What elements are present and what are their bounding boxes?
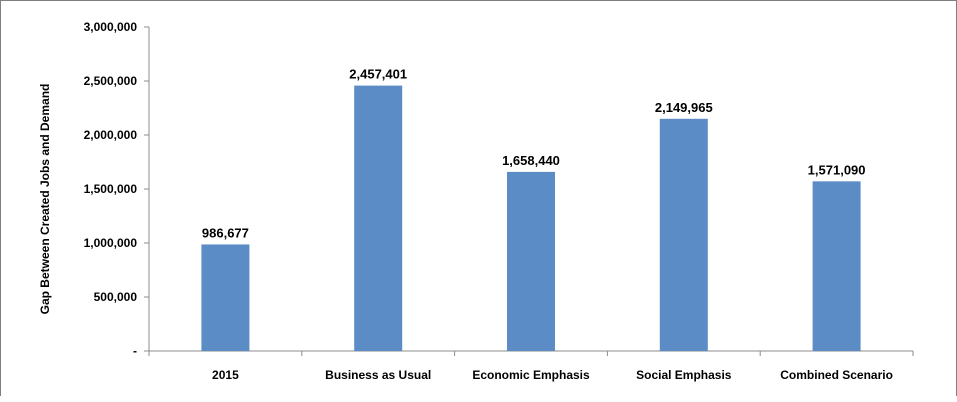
y-tick-label: 2,500,000 — [84, 74, 138, 88]
category-labels: 2015 Business as Usual Economic Emphasis So… — [212, 368, 893, 382]
y-axis-title-group: Gap Between Created Jobs and Demand — [38, 84, 52, 315]
data-label: 2,457,401 — [349, 67, 407, 82]
category-label: 2015 — [212, 368, 239, 382]
y-tick-label: 500,000 — [94, 290, 138, 304]
y-tick-label: 2,000,000 — [84, 128, 138, 142]
bar — [201, 244, 250, 351]
y-axis-ticks: - 500,000 1,000,000 1,500,000 2,000,000 2,500… — [84, 20, 149, 358]
bars — [201, 85, 861, 352]
data-label: 986,677 — [202, 225, 249, 240]
bar — [354, 85, 403, 351]
data-label: 1,658,440 — [502, 153, 560, 168]
y-axis-title: Gap Between Created Jobs and Demand — [38, 84, 52, 315]
data-label: 1,571,090 — [808, 162, 866, 177]
data-labels: 986,677 2,457,401 1,658,440 2,149,965 1,571,… — [202, 67, 866, 241]
category-label: Combined Scenario — [780, 368, 893, 382]
y-tick-label: 1,500,000 — [84, 182, 138, 196]
bar — [507, 171, 555, 351]
category-label: Business as Usual — [325, 368, 431, 382]
y-tick-label: 1,000,000 — [84, 236, 138, 250]
x-axis-ticks — [148, 351, 914, 356]
y-tick-label: - — [133, 344, 137, 358]
y-tick-label: 3,000,000 — [84, 20, 138, 34]
bar — [659, 118, 708, 352]
bar — [812, 181, 861, 351]
data-label: 2,149,965 — [655, 100, 713, 115]
category-label: Economic Emphasis — [472, 368, 590, 382]
category-label: Social Emphasis — [636, 368, 732, 382]
